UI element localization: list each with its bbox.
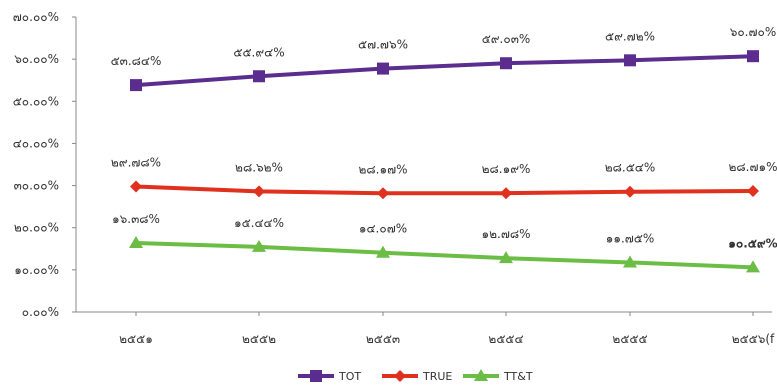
series-line bbox=[135, 240, 754, 270]
data-point bbox=[130, 79, 142, 92]
data-label: ๒๘.๗๑% bbox=[728, 160, 777, 174]
data-point bbox=[252, 239, 266, 252]
data-point bbox=[129, 235, 143, 248]
legend-item-tt-t: TT&T bbox=[463, 369, 533, 383]
x-tick-label: ๒๕๕๕ bbox=[612, 332, 647, 346]
data-point bbox=[747, 185, 759, 198]
data-point bbox=[500, 187, 512, 200]
series-tot bbox=[130, 50, 759, 92]
axes: ๐.๐๐% ๑๐.๐๐% ๒๐.๐๐% ๓๐.๐๐% ๔๐.๐๐% ๕๐.๐๐% ๖๐.๐๐… bbox=[13, 10, 775, 346]
data-point bbox=[499, 251, 513, 264]
data-label: ๒๘.๕๔% bbox=[605, 161, 656, 175]
series-layer bbox=[129, 50, 760, 273]
y-tick-label: ๒๐.๐๐% bbox=[14, 221, 59, 235]
data-point bbox=[500, 57, 512, 70]
data-point bbox=[746, 260, 760, 273]
data-point bbox=[130, 180, 142, 193]
series-line bbox=[135, 54, 754, 88]
x-tick-label: ๒๕๕๔ bbox=[488, 332, 523, 346]
data-point bbox=[623, 255, 637, 268]
data-point bbox=[624, 185, 636, 198]
data-label: ๒๘.๑๗% bbox=[358, 162, 407, 176]
data-label: ๑๑.๗๕% bbox=[606, 231, 655, 245]
data-label: ๕๙.๗๒% bbox=[605, 29, 655, 43]
legend-item-tot: TOT bbox=[298, 370, 361, 383]
data-label: ๖๐.๗๐% bbox=[730, 25, 777, 39]
legend: TOT TRUE TT&T bbox=[298, 369, 533, 383]
data-labels: ๕๓.๘๔% ๕๕.๙๔% ๕๗.๗๖% ๕๙.๐๓% ๕๙.๗๒% ๖๐.๗๐% ๒๙.๗… bbox=[111, 25, 777, 250]
y-tick-label: ๖๐.๐๐% bbox=[14, 52, 59, 66]
legend-marker bbox=[394, 370, 406, 382]
legend-marker bbox=[474, 369, 488, 381]
data-point bbox=[376, 245, 390, 258]
x-tick-label: ๒๕๕๒ bbox=[242, 332, 276, 346]
data-label: ๑๒.๗๘% bbox=[481, 227, 530, 241]
y-tick-label: ๕๐.๐๐% bbox=[13, 94, 59, 108]
y-tick-label: ๔๐.๐๐% bbox=[13, 136, 59, 150]
data-label: ๒๘.๑๙% bbox=[482, 162, 531, 176]
y-tick-label: ๓๐.๐๐% bbox=[14, 179, 59, 193]
series-tt-t bbox=[129, 235, 760, 273]
series-true bbox=[130, 180, 759, 200]
legend-label: TT&T bbox=[503, 370, 533, 383]
data-label: ๒๙.๗๘% bbox=[111, 155, 161, 169]
data-label: ๑๕.๔๔% bbox=[234, 216, 284, 230]
legend-label: TRUE bbox=[422, 370, 452, 383]
legend-item-true: TRUE bbox=[382, 370, 452, 383]
x-tick-label: ๒๕๕๖(f bbox=[732, 332, 775, 346]
data-label: ๕๕.๙๔% bbox=[233, 45, 284, 59]
x-tick-label: ๒๕๕๓ bbox=[366, 332, 400, 346]
data-point bbox=[377, 62, 389, 75]
data-label: ๕๓.๘๔% bbox=[111, 54, 162, 68]
legend-label: TOT bbox=[338, 370, 361, 383]
data-point bbox=[253, 185, 265, 198]
data-point bbox=[253, 70, 265, 83]
data-label: ๕๙.๐๓% bbox=[482, 32, 531, 46]
data-point bbox=[624, 54, 636, 67]
legend-marker bbox=[310, 370, 322, 382]
data-label: ๑๐.๕๙% bbox=[728, 236, 777, 250]
data-label: ๑๖.๓๘% bbox=[112, 212, 160, 226]
series-line bbox=[135, 184, 754, 196]
y-tick-label: ๗๐.๐๐% bbox=[13, 10, 59, 24]
y-tick-label: ๑๐.๐๐% bbox=[14, 263, 59, 277]
data-label: ๒๘.๖๒% bbox=[235, 160, 283, 174]
data-point bbox=[747, 50, 759, 63]
data-label: ๑๔.๐๗% bbox=[359, 222, 407, 236]
x-tick-label: ๒๕๕๑ bbox=[119, 332, 153, 346]
y-tick-label: ๐.๐๐% bbox=[22, 305, 59, 319]
data-point bbox=[377, 187, 389, 200]
data-label: ๕๗.๗๖% bbox=[358, 38, 408, 52]
